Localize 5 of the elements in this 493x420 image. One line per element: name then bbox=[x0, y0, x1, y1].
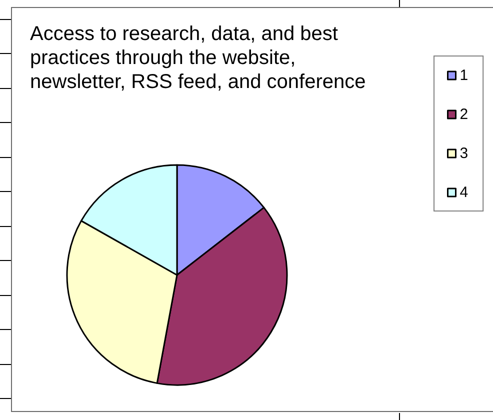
legend-label: 1 bbox=[460, 67, 468, 84]
legend-label: 2 bbox=[460, 106, 468, 123]
legend-label: 4 bbox=[460, 184, 468, 201]
legend-label: 3 bbox=[460, 145, 468, 162]
chart-title: Access to research, data, and best practices through the website, newsletter, RSS feed, and conference bbox=[30, 23, 366, 93]
